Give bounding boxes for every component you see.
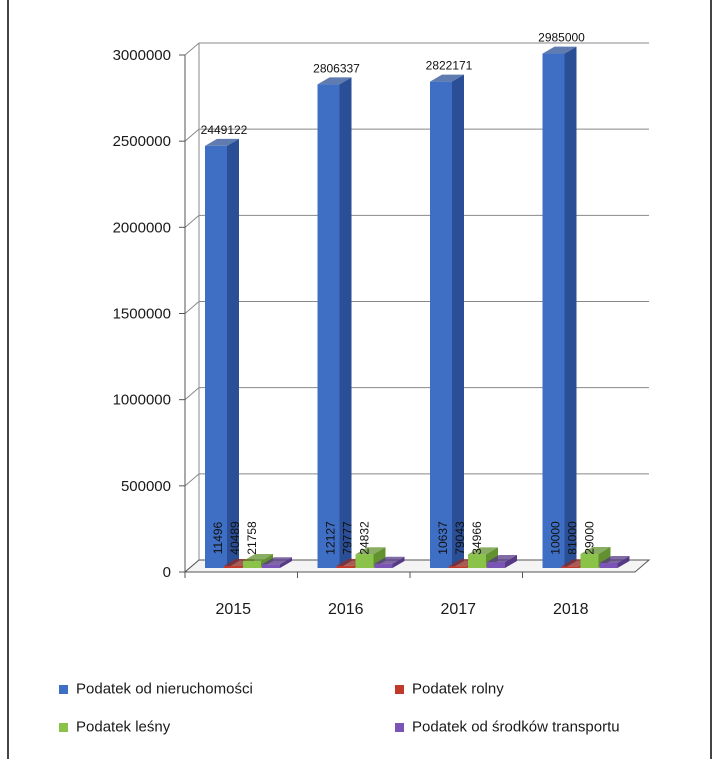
legend-label: Podatek od nieruchomości <box>76 681 253 698</box>
gridline-side <box>185 129 199 141</box>
data-label: 40489 <box>228 521 242 555</box>
bar <box>375 564 393 568</box>
legend-label: Podatek rolny <box>412 681 504 698</box>
legend-item-series-1: Podatek rolny <box>395 680 504 698</box>
data-label: 10637 <box>436 521 450 555</box>
x-tick-label: 2018 <box>553 601 589 618</box>
bar <box>562 566 580 568</box>
gridline-side <box>185 215 199 227</box>
gridline-side <box>185 388 199 400</box>
legend-label: Podatek leśny <box>76 719 170 736</box>
data-label: 21758 <box>245 521 259 555</box>
data-label: 2985000 <box>538 31 585 45</box>
bar <box>600 563 618 568</box>
bar-side <box>452 75 464 568</box>
data-label: 2806337 <box>313 61 360 75</box>
bar <box>487 562 505 568</box>
gridline-side <box>185 302 199 314</box>
bar-chart: 0 500000 1000000 1500000 2000000 2500000 30000… <box>9 0 714 759</box>
y-tick-label: 2000000 <box>113 219 171 236</box>
legend-item-series-0: Podatek od nieruchomości <box>59 680 253 698</box>
y-tick-label: 0 <box>163 564 171 581</box>
bar-side <box>565 47 577 568</box>
legend-item-series-3: Podatek od środków transportu <box>395 718 620 736</box>
data-label: 79777 <box>341 521 355 555</box>
bar <box>430 82 452 568</box>
data-label: 2822171 <box>426 59 473 73</box>
y-tick-label: 500000 <box>121 478 171 495</box>
bar <box>224 566 242 568</box>
legend-item-series-2: Podatek leśny <box>59 718 170 736</box>
data-label: 2449122 <box>201 123 248 137</box>
chart-frame: 0 500000 1000000 1500000 2000000 2500000 30000… <box>7 0 712 759</box>
bar <box>449 566 467 568</box>
grid-layer <box>185 43 649 572</box>
x-tick-label: 2015 <box>215 601 251 618</box>
legend-label: Podatek od środków transportu <box>412 719 620 736</box>
bar-side <box>340 77 352 568</box>
bar <box>318 84 340 568</box>
y-tick-label: 1000000 <box>113 392 171 409</box>
bar <box>337 566 355 568</box>
bar <box>468 554 486 568</box>
data-label: 11496 <box>211 521 225 554</box>
legend-swatch <box>59 723 68 732</box>
bar <box>205 146 227 568</box>
data-label: 10000 <box>549 521 563 555</box>
data-label: 24832 <box>358 521 372 555</box>
bar <box>581 554 599 568</box>
data-label: 81000 <box>566 521 580 555</box>
x-tick-label: 2017 <box>440 601 476 618</box>
y-tick-label: 2500000 <box>113 133 171 150</box>
bar <box>356 554 374 568</box>
gridline-side <box>185 43 199 55</box>
y-tick-label: 1500000 <box>113 306 171 323</box>
data-label: 34966 <box>470 521 484 555</box>
y-tick-label: 3000000 <box>113 47 171 64</box>
data-label: 79043 <box>453 521 467 555</box>
data-label: 29000 <box>583 521 597 555</box>
x-tick-label: 2016 <box>328 601 364 618</box>
legend-swatch <box>395 723 404 732</box>
legend-swatch <box>59 685 68 694</box>
bar <box>262 564 280 568</box>
data-label: 12127 <box>324 521 338 555</box>
bar <box>543 54 565 568</box>
legend-swatch <box>395 685 404 694</box>
gridline-side <box>185 474 199 486</box>
bar-side <box>227 139 239 568</box>
bar <box>243 561 261 568</box>
bar-layer <box>205 47 630 568</box>
